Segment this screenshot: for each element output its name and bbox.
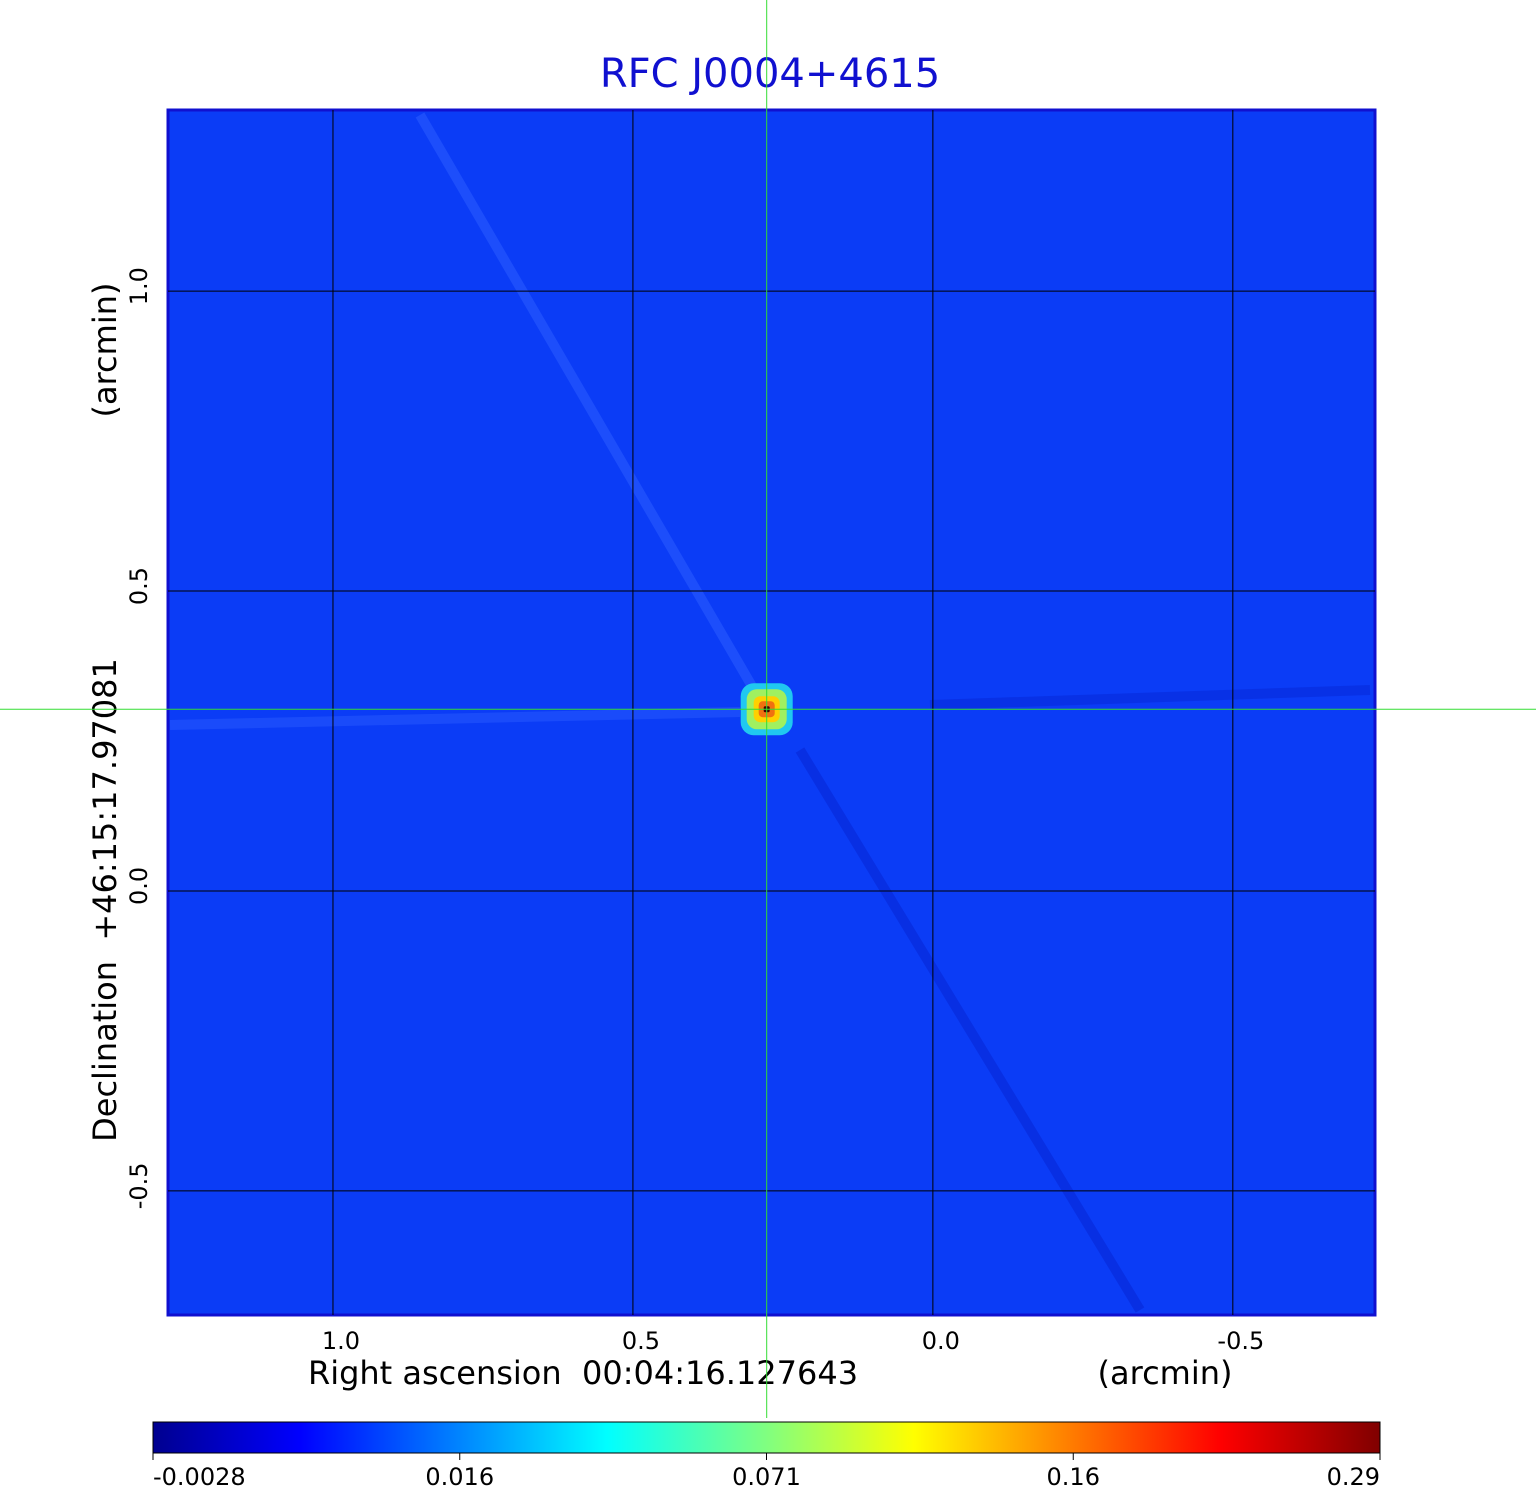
x-tick-label: -0.5 bbox=[1217, 1327, 1264, 1355]
y-tick-label: -0.5 bbox=[125, 1162, 153, 1209]
streak bbox=[169, 707, 741, 730]
y-tick-label: 1.0 bbox=[125, 267, 153, 305]
y-axis-label: Declination +46:15:17.97081 bbox=[86, 658, 124, 1142]
x-axis-label: Right ascension 00:04:16.127643 bbox=[308, 1354, 858, 1392]
streak bbox=[415, 112, 765, 703]
streak bbox=[795, 747, 1145, 1313]
x-tick-label: 0.5 bbox=[622, 1327, 660, 1355]
colorbar-tick-label: -0.0028 bbox=[153, 1463, 246, 1491]
colorbar-tick-label: 0.071 bbox=[732, 1463, 801, 1491]
x-axis-unit: (arcmin) bbox=[1098, 1354, 1233, 1392]
streak bbox=[929, 685, 1371, 710]
x-tick-label: 1.0 bbox=[322, 1327, 360, 1355]
chart-title: RFC J0004+4615 bbox=[600, 51, 940, 97]
y-axis-unit: (arcmin) bbox=[86, 283, 124, 418]
y-tick-label: 0.5 bbox=[125, 567, 153, 605]
colorbar-tick-label: 0.16 bbox=[1047, 1463, 1100, 1491]
colorbar bbox=[152, 1421, 1381, 1454]
colorbar-tick-label: 0.016 bbox=[425, 1463, 494, 1491]
x-tick-label: 0.0 bbox=[922, 1327, 960, 1355]
colorbar-tick-label: 0.29 bbox=[1327, 1463, 1380, 1491]
y-tick-label: 0.0 bbox=[125, 867, 153, 905]
